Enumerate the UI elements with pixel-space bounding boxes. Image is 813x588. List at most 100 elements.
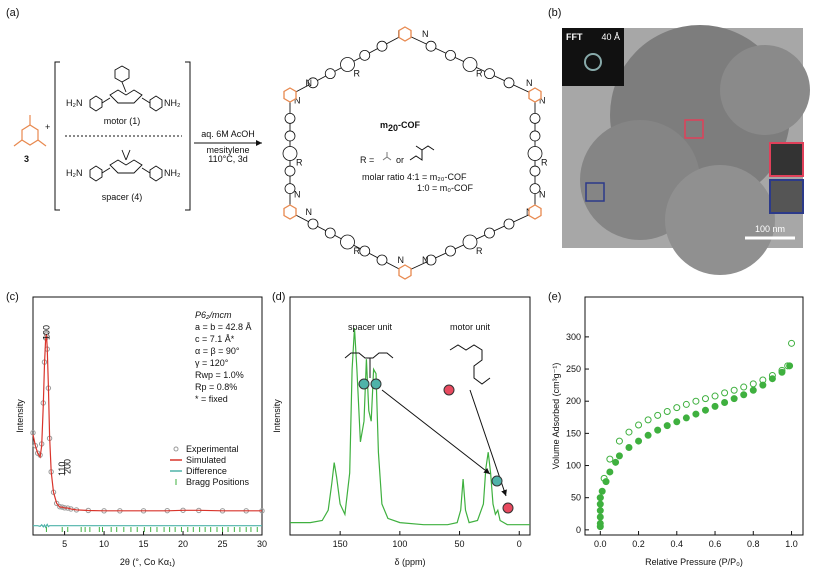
refinement-text: * = fixed bbox=[195, 394, 228, 404]
ring bbox=[284, 165, 296, 177]
data-point bbox=[701, 406, 709, 414]
motor-label: motor (1) bbox=[104, 116, 141, 126]
amine-label: NH₂ bbox=[164, 98, 181, 108]
atom-label: R bbox=[354, 246, 361, 256]
data-point bbox=[625, 444, 633, 452]
y-tick-label: 0 bbox=[576, 525, 581, 535]
data-point bbox=[596, 513, 604, 521]
plus: + bbox=[45, 122, 50, 132]
series-line bbox=[33, 523, 262, 529]
data-point bbox=[596, 507, 604, 515]
panel-label: (b) bbox=[548, 7, 561, 19]
ring bbox=[529, 183, 541, 195]
ring bbox=[284, 183, 296, 195]
amine-label: H₂N bbox=[66, 98, 83, 108]
motor-dot bbox=[502, 502, 514, 514]
x-tick-label: 0.2 bbox=[632, 539, 645, 549]
y-axis-label: Volume Adsorbed (cm³g⁻¹) bbox=[551, 363, 561, 470]
peak-label: 200 bbox=[63, 459, 73, 474]
atom-label: N bbox=[539, 96, 546, 106]
substituent-label: R = bbox=[360, 155, 374, 165]
ring bbox=[307, 77, 319, 89]
inset-label: 40 Å bbox=[601, 32, 620, 42]
node bbox=[528, 87, 542, 103]
data-point bbox=[784, 362, 792, 370]
data-point bbox=[606, 455, 614, 463]
data-point bbox=[635, 437, 643, 445]
product-part: -COF bbox=[398, 120, 420, 130]
refinement-text: P6₂/mcm bbox=[195, 310, 232, 320]
scale-label: 100 nm bbox=[755, 224, 785, 234]
y-tick-label: 250 bbox=[566, 364, 581, 374]
data-point bbox=[682, 414, 690, 422]
x-tick-label: 50 bbox=[455, 539, 465, 549]
data-point bbox=[598, 487, 606, 495]
legend-label: Simulated bbox=[186, 455, 226, 465]
series-line bbox=[32, 334, 262, 512]
inset-red bbox=[769, 142, 804, 177]
ring bbox=[307, 218, 319, 230]
fft-ring bbox=[584, 53, 602, 71]
chart: 0.0 0.2 0.4 0.6 0.8 1.0 0 50 100 150 200 250 300 Rela… bbox=[551, 296, 804, 567]
node bbox=[398, 26, 412, 42]
ratio: 1:0 = m₀-COF bbox=[417, 183, 473, 193]
ring bbox=[462, 57, 478, 72]
y-axis-label: Intensity bbox=[15, 399, 25, 433]
data-point bbox=[701, 395, 709, 403]
ring bbox=[324, 227, 336, 239]
particle bbox=[665, 165, 775, 275]
condition: 110°C, 3d bbox=[208, 154, 247, 164]
panel-label: (e) bbox=[548, 291, 561, 303]
node bbox=[283, 87, 297, 103]
x-tick-label: 150 bbox=[333, 539, 348, 549]
plot-frame bbox=[289, 296, 531, 536]
data-point bbox=[615, 452, 623, 460]
ring bbox=[282, 146, 298, 161]
data-point bbox=[711, 402, 719, 410]
x-tick-label: 0.0 bbox=[594, 539, 607, 549]
data-point bbox=[625, 428, 633, 436]
data-point bbox=[663, 407, 671, 415]
ring bbox=[340, 234, 355, 250]
atom-label: R bbox=[541, 158, 548, 168]
x-tick-label: 30 bbox=[257, 539, 267, 549]
micrograph: FFT 40 Å 100 nm bbox=[562, 25, 810, 275]
atom-label: R bbox=[476, 69, 483, 79]
condition: mesitylene bbox=[206, 145, 249, 155]
cof-framework: RNNRNNRNNRNNRNNRNN bbox=[282, 26, 548, 280]
ring bbox=[503, 218, 515, 230]
x-axis-label: Relative Pressure (P/P₀) bbox=[645, 557, 743, 567]
refinement-text: Rp = 0.8% bbox=[195, 382, 237, 392]
ring bbox=[529, 113, 541, 124]
data-point bbox=[721, 398, 729, 406]
aldehyde-structure bbox=[13, 115, 47, 147]
data-point bbox=[606, 468, 614, 476]
ring bbox=[340, 57, 355, 72]
amine-label: H₂N bbox=[66, 168, 83, 178]
atom-label: N bbox=[294, 189, 301, 199]
node bbox=[398, 264, 412, 280]
ring bbox=[324, 68, 336, 80]
y-tick-label: 100 bbox=[566, 461, 581, 471]
data-point bbox=[788, 339, 796, 347]
product-name: m20-COF bbox=[380, 120, 421, 133]
spacer-structure bbox=[89, 149, 163, 182]
peak-label: 100 bbox=[41, 325, 51, 340]
refinement-text: a = b = 42.8 Å bbox=[195, 322, 252, 332]
series-line bbox=[290, 327, 530, 526]
refinement-text: α = β = 90° bbox=[195, 346, 240, 356]
amine-label: NH₂ bbox=[164, 168, 181, 178]
data-point bbox=[786, 362, 794, 370]
plot-frame bbox=[584, 296, 804, 536]
panel-label: (a) bbox=[6, 7, 19, 19]
structure-sketch bbox=[344, 352, 394, 378]
y-tick-label: 300 bbox=[566, 332, 581, 342]
indane-sketch bbox=[409, 145, 435, 161]
data-point bbox=[644, 416, 652, 424]
data-point bbox=[635, 421, 643, 429]
atom-label: N bbox=[422, 255, 429, 265]
spacer-label: spacer (4) bbox=[102, 192, 143, 202]
data-point bbox=[749, 386, 757, 394]
ring bbox=[445, 245, 456, 257]
atom-label: N bbox=[422, 29, 429, 39]
